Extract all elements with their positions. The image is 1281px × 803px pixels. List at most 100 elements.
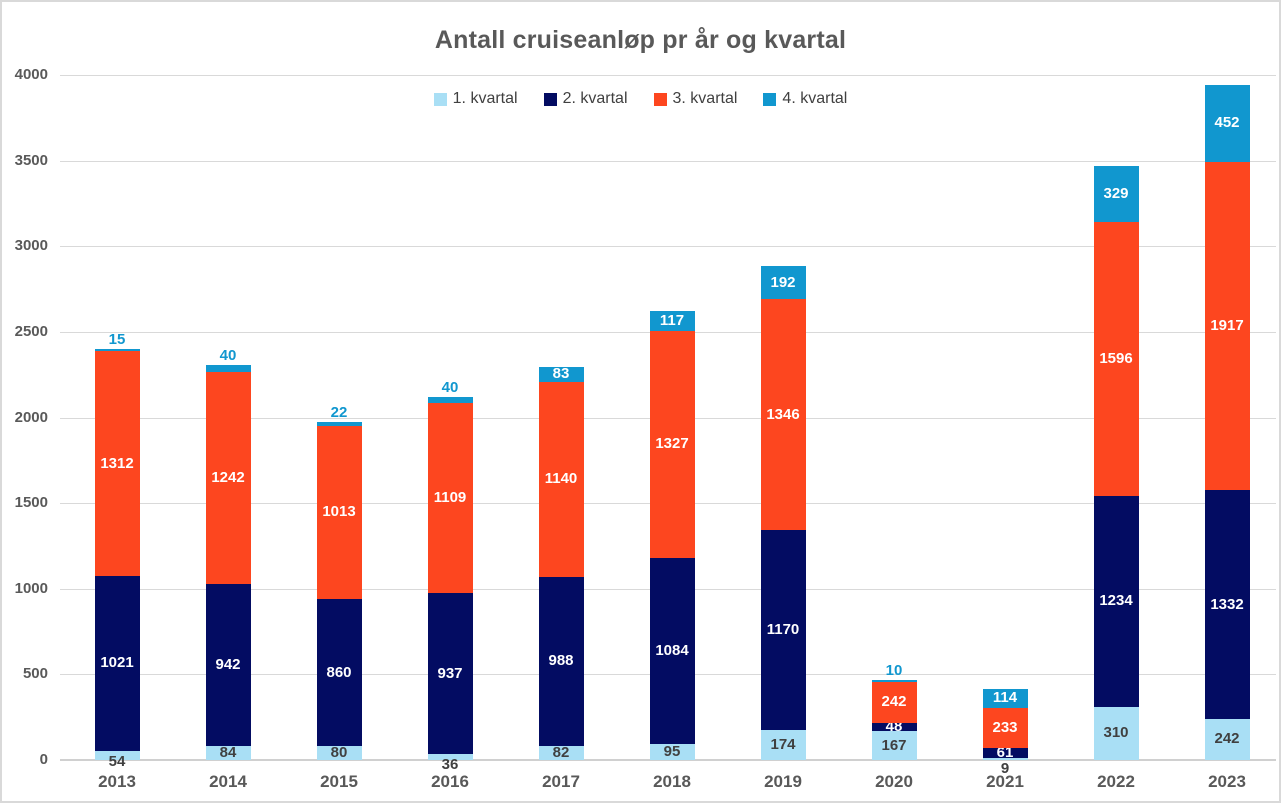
bar-segment xyxy=(871,723,917,732)
bar-segment xyxy=(316,746,362,760)
bar-value-label: 1170 xyxy=(766,621,800,639)
bar-value-label: 1021 xyxy=(100,654,134,672)
bar-value-label: 114 xyxy=(992,689,1018,707)
bar-value-label: 1327 xyxy=(655,435,689,453)
bar-segment xyxy=(538,367,584,382)
bar-value-label: 36 xyxy=(441,755,459,773)
bar-segment xyxy=(649,743,695,760)
x-tick-label: 2013 xyxy=(98,772,136,791)
x-axis-line xyxy=(60,759,1276,761)
legend-swatch-icon xyxy=(543,92,557,106)
bar-value-label: 1917 xyxy=(1210,317,1244,335)
legend-item: 2. kvartal xyxy=(543,90,628,108)
bar-segment xyxy=(649,330,695,559)
gridline xyxy=(60,160,1276,162)
bar-value-label: 54 xyxy=(108,752,126,770)
bar-value-label: 1234 xyxy=(1099,592,1133,610)
bar-value-label: 117 xyxy=(659,311,685,329)
bar-segment xyxy=(316,421,362,426)
bar-value-label: 15 xyxy=(108,330,126,348)
y-tick-label: 3500 xyxy=(14,151,48,169)
bar-segment xyxy=(94,575,140,751)
bar-value-label: 10 xyxy=(885,662,903,680)
bar-value-label: 242 xyxy=(1214,730,1240,748)
bar-value-label: 83 xyxy=(552,365,570,383)
chart-legend: 1. kvartal 2. kvartal 3. kvartal 4. kvartal xyxy=(2,90,1279,108)
bar-segment xyxy=(1204,490,1250,719)
bar-segment xyxy=(1093,706,1139,760)
bar-segment xyxy=(94,348,140,352)
bar-value-label: 22 xyxy=(330,403,348,421)
x-tick-label: 2019 xyxy=(764,772,802,791)
bar-segment xyxy=(316,425,362,600)
x-tick-label: 2015 xyxy=(320,772,358,791)
bar-segment xyxy=(1204,718,1250,760)
bar-segment xyxy=(205,745,251,760)
legend-label: 4. kvartal xyxy=(782,90,848,107)
bar-segment xyxy=(982,688,1028,709)
legend-item: 1. kvartal xyxy=(433,90,518,108)
bar-segment xyxy=(1093,165,1139,223)
bar-segment xyxy=(982,758,1028,760)
bar-value-label: 1084 xyxy=(655,641,689,659)
legend-item: 4. kvartal xyxy=(763,90,847,108)
gridline xyxy=(60,246,1276,248)
bar-segment xyxy=(427,396,473,404)
bar-segment xyxy=(205,584,251,746)
bar-segment xyxy=(982,708,1028,748)
gridline xyxy=(60,75,1276,76)
bar-value-label: 329 xyxy=(1103,185,1129,203)
bar-segment xyxy=(316,599,362,747)
y-tick-label: 1500 xyxy=(14,494,48,512)
bar-value-label: 1312 xyxy=(100,454,134,472)
bar-value-label: 310 xyxy=(1103,724,1129,742)
y-tick-label: 4000 xyxy=(14,66,48,83)
bar-segment xyxy=(871,681,917,724)
bar-value-label: 95 xyxy=(663,742,681,760)
bar-value-label: 937 xyxy=(437,664,463,682)
bar-segment xyxy=(427,403,473,594)
bar-segment xyxy=(871,680,917,682)
y-tick-label: 500 xyxy=(22,665,48,683)
bar-value-label: 61 xyxy=(996,744,1014,762)
x-tick-label: 2020 xyxy=(875,772,913,791)
legend-label: 2. kvartal xyxy=(562,90,628,107)
x-tick-label: 2016 xyxy=(431,772,469,791)
bar-value-label: 84 xyxy=(219,743,237,761)
bar-segment xyxy=(1093,495,1139,707)
x-tick-label: 2023 xyxy=(1208,772,1246,791)
y-tick-label: 0 xyxy=(39,751,48,768)
bar-value-label: 988 xyxy=(548,652,574,670)
bar-segment xyxy=(760,529,806,731)
bar-segment xyxy=(427,593,473,754)
bar-segment xyxy=(94,750,140,760)
bar-value-label: 40 xyxy=(441,378,459,396)
bar-segment xyxy=(94,351,140,576)
legend-label: 1. kvartal xyxy=(452,90,518,107)
y-tick-label: 1000 xyxy=(14,579,48,597)
bar-segment xyxy=(1204,162,1250,491)
chart-title: Antall cruiseanløp pr år og kvartal xyxy=(434,26,847,54)
bar-value-label: 80 xyxy=(330,744,348,762)
bar-segment xyxy=(538,745,584,760)
x-tick-label: 2022 xyxy=(1097,772,1135,791)
y-tick-label: 3000 xyxy=(14,237,48,255)
bar-value-label: 174 xyxy=(770,736,796,754)
bar-segment xyxy=(871,731,917,760)
bar-segment xyxy=(760,730,806,760)
legend-label: 3. kvartal xyxy=(672,90,738,107)
bar-value-label: 1013 xyxy=(322,503,356,521)
legend-swatch-icon xyxy=(433,92,447,106)
bar-value-label: 233 xyxy=(992,719,1018,737)
bar-segment xyxy=(649,558,695,744)
bar-segment xyxy=(1204,84,1250,163)
bar-value-label: 1242 xyxy=(211,468,245,486)
bar-value-label: 9 xyxy=(1000,760,1010,778)
bar-value-label: 1596 xyxy=(1099,349,1133,367)
bar-segment xyxy=(760,299,806,530)
y-tick-label: 2000 xyxy=(14,408,48,426)
bar-segment xyxy=(760,266,806,300)
bar-segment xyxy=(1093,222,1139,496)
bar-value-label: 942 xyxy=(215,655,241,673)
